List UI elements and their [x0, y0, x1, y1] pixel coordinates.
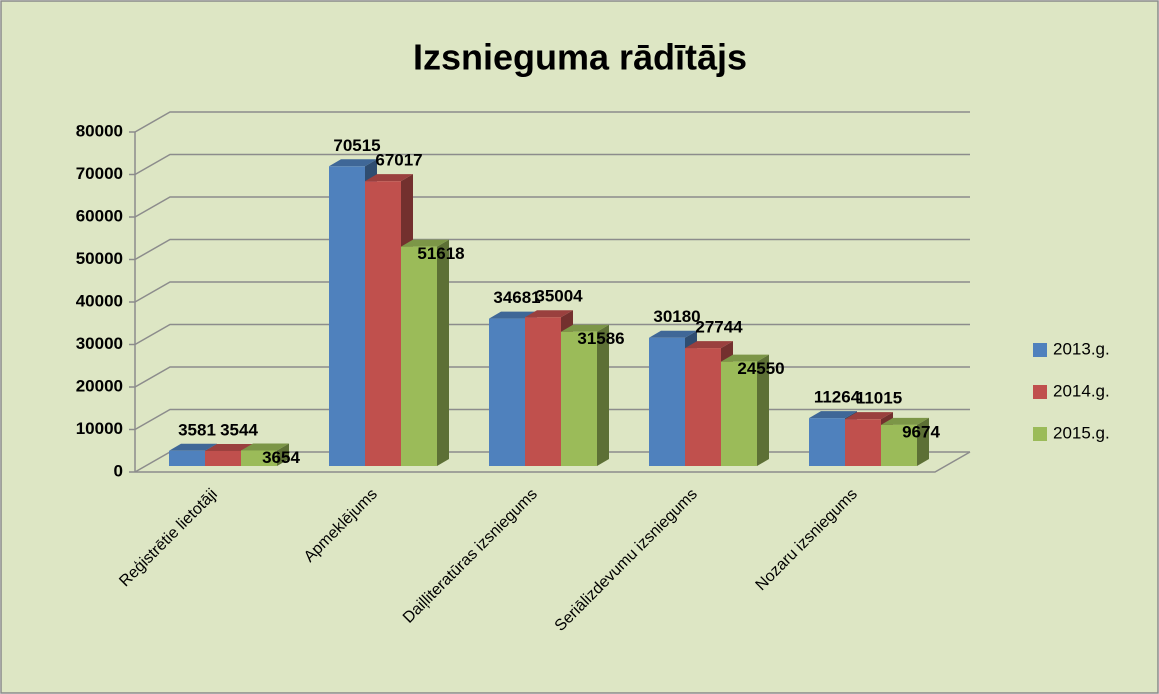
y-tick-label: 80000	[76, 121, 123, 140]
bar-top	[649, 330, 697, 338]
legend-swatch	[1033, 427, 1047, 441]
bar-top	[685, 341, 733, 349]
legend-label: 2015.g.	[1053, 423, 1110, 442]
bar-top	[329, 159, 377, 167]
bar-top	[489, 311, 537, 319]
bar-side	[277, 443, 289, 466]
grid-line	[134, 111, 970, 133]
value-label: 11264	[814, 388, 861, 407]
value-label: 31586	[577, 329, 624, 348]
value-label: 35004	[535, 287, 583, 306]
grid-line	[134, 196, 970, 218]
grid-line	[134, 238, 970, 261]
y-tick-label: 50000	[76, 249, 123, 268]
grid-line	[134, 323, 970, 346]
y-tick-label: 20000	[76, 376, 123, 395]
bar-top	[845, 412, 893, 420]
y-tick-label: 10000	[76, 419, 123, 438]
value-label: 70515	[333, 136, 380, 155]
bar	[205, 450, 241, 466]
y-tick-label: 70000	[76, 164, 123, 183]
bar	[365, 181, 401, 467]
legend-swatch	[1033, 385, 1047, 399]
value-label: 27744	[695, 318, 743, 337]
y-tick-label: 30000	[76, 334, 123, 353]
bar	[721, 361, 757, 466]
y-tick-label: 40000	[76, 291, 123, 310]
bar-side	[757, 354, 769, 466]
bar-top	[809, 411, 857, 419]
bar	[845, 419, 881, 466]
value-label: 3654	[262, 448, 300, 467]
chart-title: Izsnieguma rādītājs	[413, 37, 747, 78]
bar-top	[881, 417, 929, 425]
value-label: 30180	[653, 307, 700, 326]
legend-label: 2013.g.	[1053, 339, 1110, 358]
bar	[525, 317, 561, 466]
bar-top	[525, 310, 573, 318]
bar-top	[365, 174, 413, 182]
grid-line	[134, 281, 970, 303]
value-label: 67017	[375, 151, 422, 170]
bar	[809, 418, 845, 466]
floor-edge	[135, 451, 971, 473]
bar	[329, 166, 365, 466]
bar-side	[597, 324, 609, 466]
bar-top	[401, 239, 449, 247]
value-label: 24550	[737, 359, 784, 378]
bar	[169, 450, 205, 466]
bar-top	[205, 443, 253, 451]
legend-swatch	[1033, 343, 1047, 357]
bar	[241, 450, 277, 466]
y-tick-label: 0	[114, 461, 123, 480]
grid-line	[134, 153, 970, 176]
bar	[881, 424, 917, 466]
value-label: 9674	[902, 422, 940, 441]
value-label: 3544	[220, 420, 258, 439]
bar	[685, 348, 721, 466]
bar-top	[169, 443, 217, 451]
bar	[489, 318, 525, 466]
y-tick-label: 60000	[76, 206, 123, 225]
bar	[401, 246, 437, 466]
bar	[561, 331, 597, 466]
value-label: 3581	[178, 420, 216, 439]
bar-side	[437, 239, 449, 466]
bar	[649, 337, 685, 466]
value-label: 11015	[856, 389, 902, 408]
bar-top	[721, 354, 769, 362]
bar-top	[561, 324, 609, 332]
bar-side	[917, 417, 929, 466]
value-label: 51618	[417, 244, 464, 263]
legend-label: 2014.g.	[1053, 381, 1110, 400]
value-label: 34681	[493, 288, 540, 307]
bar-top	[241, 443, 289, 451]
